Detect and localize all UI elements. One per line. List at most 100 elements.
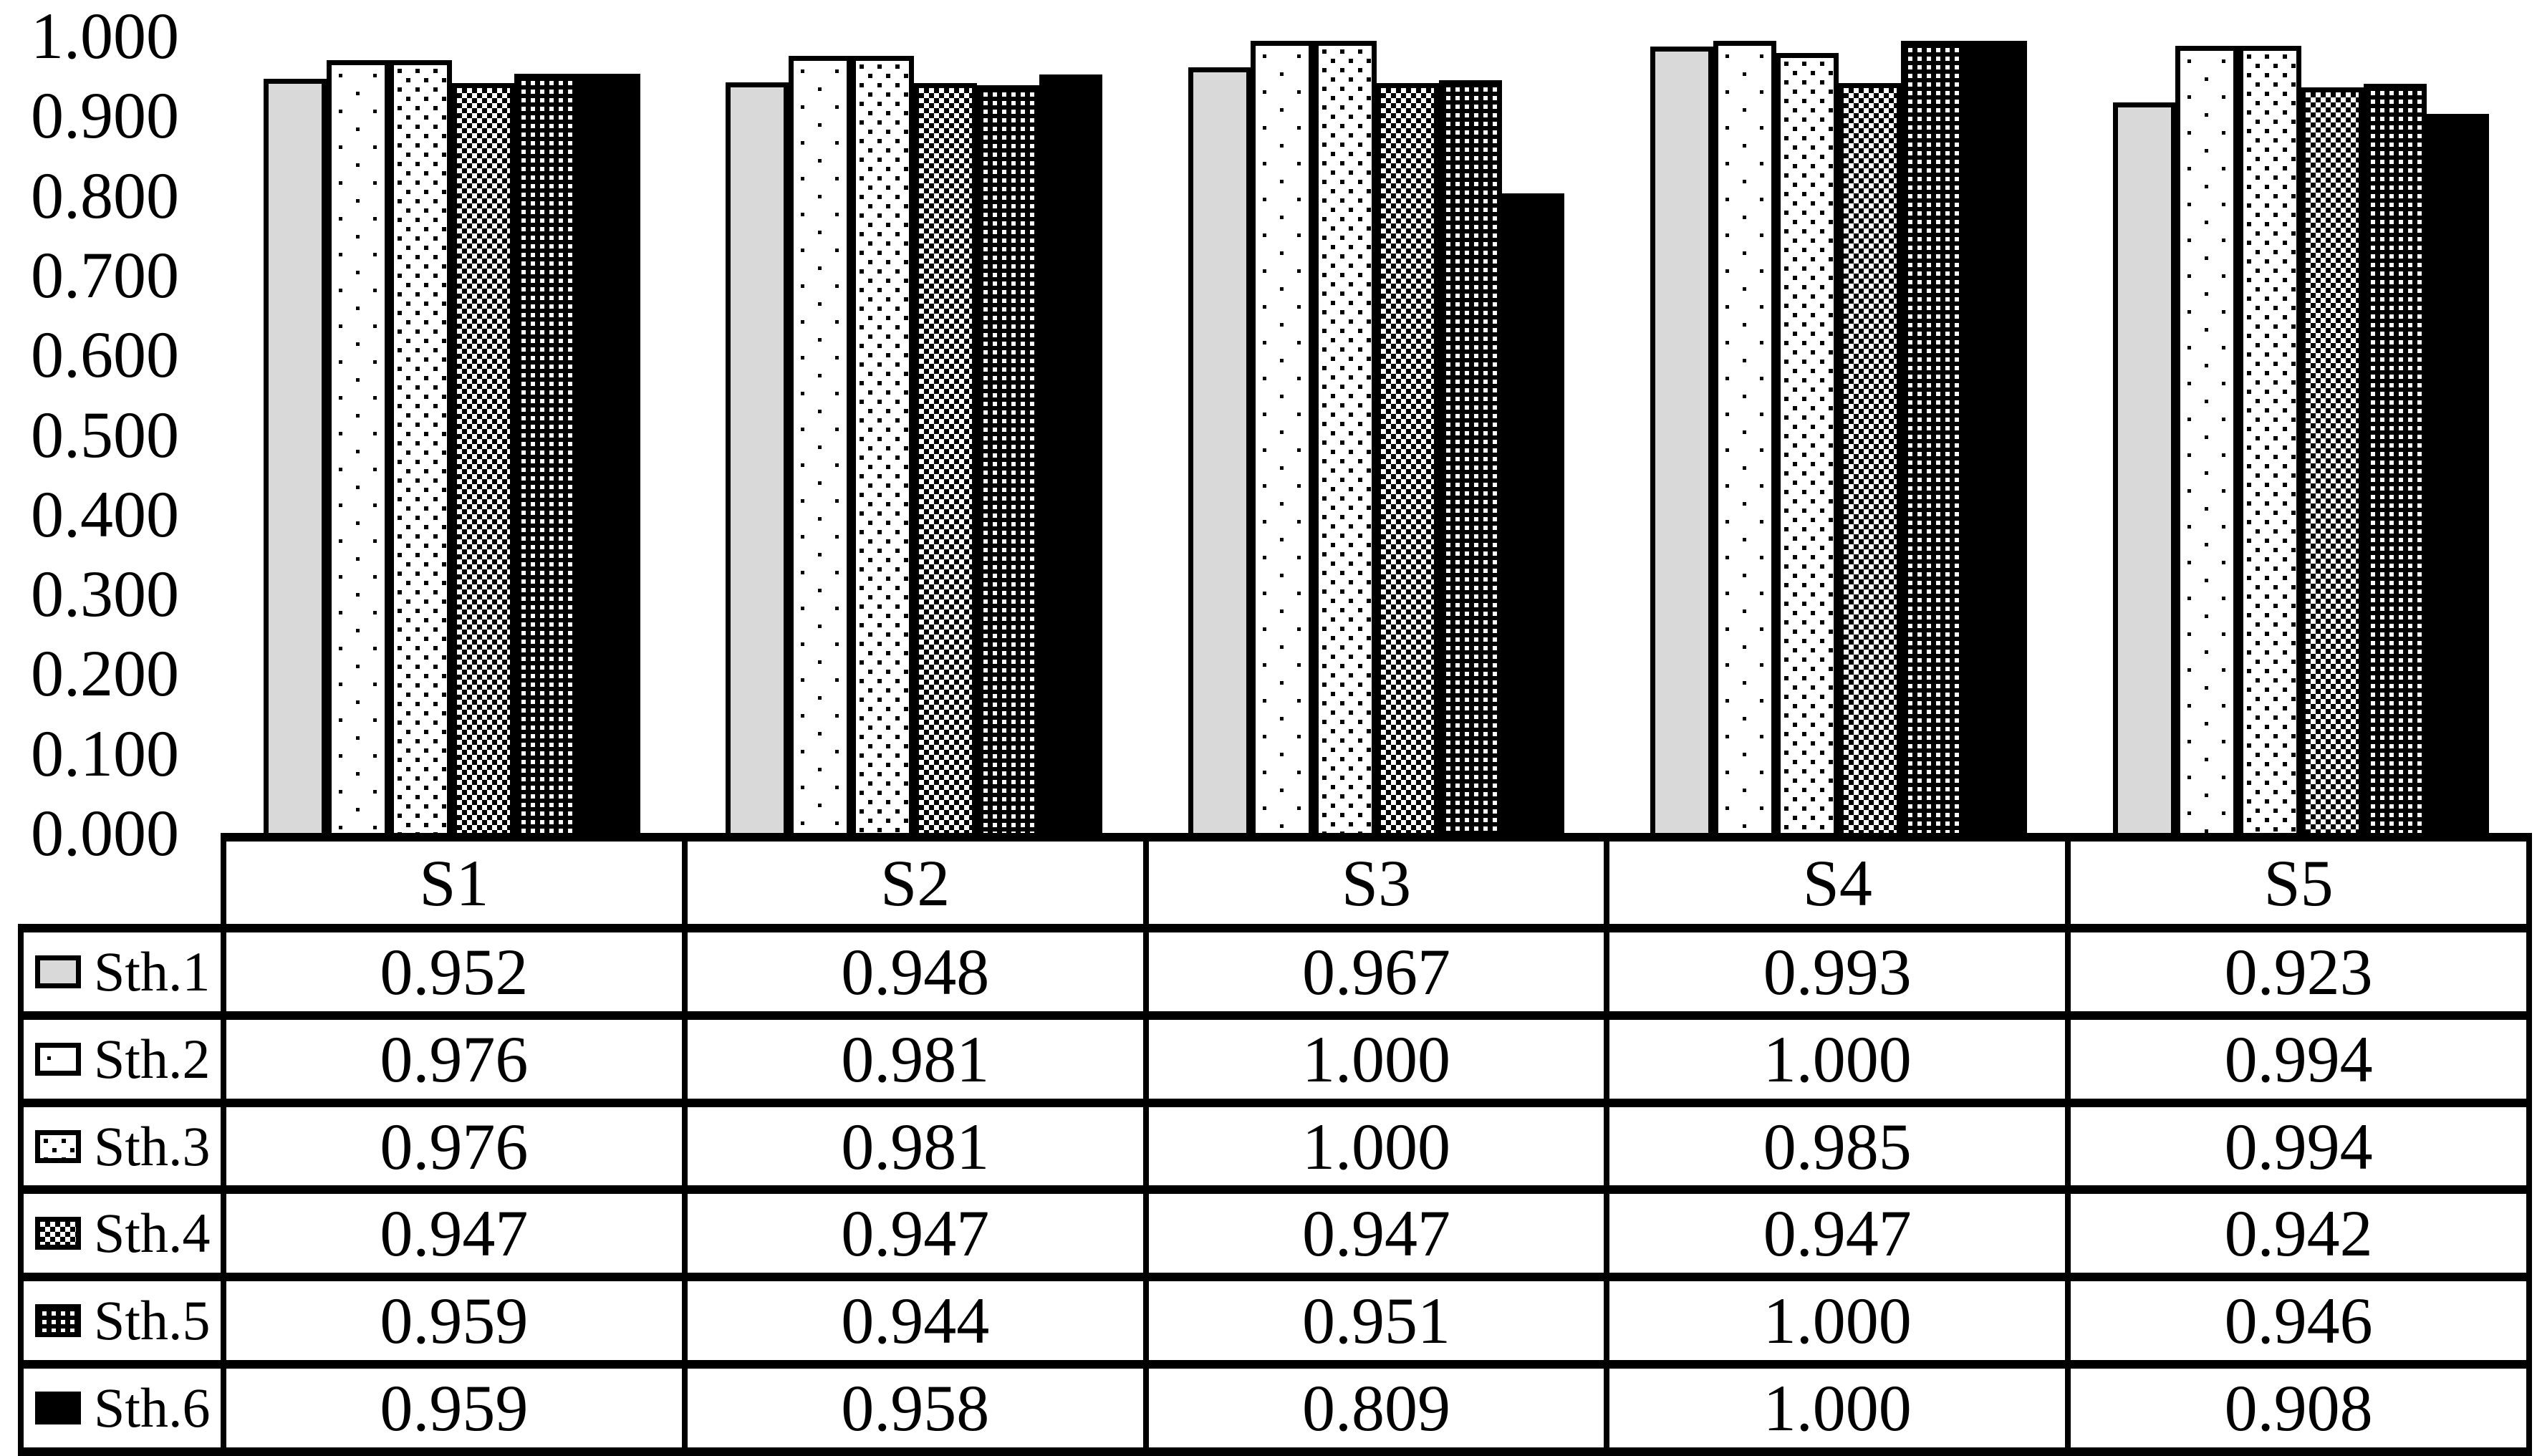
value-cell-Sth.2-S1: 0.976 [221,1011,688,1107]
bar-Sth.6-S3 [1501,193,1564,838]
bar-Sth.4-S3 [1376,83,1439,838]
value-cell-Sth.1-S2: 0.948 [681,924,1149,1020]
bar-Sth.3-S4 [1776,53,1839,838]
y-axis-label: 0.400 [31,478,179,551]
value-cell-Sth.4-S4: 0.947 [1604,1185,2071,1282]
legend-swatch-white-dots-on-black-icon [35,1304,81,1338]
bar-Sth.5-S2 [976,85,1039,838]
value-cell-Sth.1-S1: 0.952 [221,924,688,1020]
value-cell-Sth.6-S4: 1.000 [1604,1360,2071,1456]
value-cell-Sth.5-S5: 0.946 [2065,1273,2532,1369]
table-header-row: S1 S2 S3 S4 S5 [21,833,2532,932]
category-header-S3: S3 [1142,833,1610,932]
value-cell-Sth.4-S3: 0.947 [1142,1185,1610,1282]
value-cell-Sth.5-S2: 0.944 [681,1273,1149,1369]
legend-swatch-dense-black-dots-on-white-icon [35,1129,81,1163]
y-axis-label: 0.500 [31,398,179,471]
table-corner-cell [21,837,223,928]
legend-swatch-light-gray-solid-icon [35,955,81,988]
y-axis-label: 0.900 [31,79,179,152]
value-cell-Sth.3-S5: 0.994 [2065,1098,2532,1195]
bar-Sth.6-S4 [1964,41,2027,838]
bar-Sth.2-S4 [1713,41,1776,838]
legend-label: Sth.4 [94,1202,211,1265]
bar-Sth.3-S2 [851,56,914,838]
table-row-Sth.6: Sth.6 0.959 0.958 0.809 1.000 0.908 [18,1360,2532,1456]
value-cell-Sth.3-S2: 0.981 [681,1098,1149,1195]
value-cell-Sth.4-S2: 0.947 [681,1185,1149,1282]
legend-cell-Sth.6: Sth.6 [18,1360,226,1456]
legend-cell-Sth.3: Sth.3 [18,1098,226,1195]
legend-label: Sth.6 [94,1377,211,1440]
bar-Sth.4-S4 [1839,83,1902,838]
bar-Sth.5-S5 [2364,84,2427,838]
y-axis-label: 0.300 [31,557,179,630]
bar-Sth.1-S3 [1188,67,1251,838]
value-cell-Sth.1-S4: 0.993 [1604,924,2071,1020]
category-header-S4: S4 [1604,833,2071,932]
bar-Sth.2-S5 [2175,46,2238,838]
category-header-S1: S1 [221,833,688,932]
y-axis-label: 0.100 [31,717,179,790]
value-cell-Sth.6-S1: 0.959 [221,1360,688,1456]
table-row-Sth.3: Sth.3 0.976 0.981 1.000 0.985 0.994 [18,1098,2532,1195]
value-cell-Sth.5-S1: 0.959 [221,1273,688,1369]
legend-cell-Sth.2: Sth.2 [18,1011,226,1107]
legend-label: Sth.5 [94,1289,211,1352]
value-cell-Sth.6-S3: 0.809 [1142,1360,1610,1456]
value-cell-Sth.1-S5: 0.923 [2065,924,2532,1020]
bar-Sth.4-S1 [452,83,515,838]
bar-Sth.4-S2 [914,83,977,838]
legend-label: Sth.2 [94,1027,211,1090]
y-axis-label: 0.700 [31,238,179,312]
bar-Sth.2-S3 [1251,41,1314,838]
value-cell-Sth.5-S3: 0.951 [1142,1273,1610,1369]
bar-Sth.2-S2 [789,56,852,838]
bar-Sth.3-S1 [389,60,452,838]
bar-Sth.1-S4 [1650,47,1713,838]
bar-Sth.5-S1 [514,74,577,838]
bar-Sth.6-S5 [2426,114,2489,838]
y-axis-label: 0.200 [31,637,179,710]
legend-swatch-black-solid-icon [35,1392,81,1425]
data-table-body: S1 S2 S3 S4 S5 Sth.1 0.952 0.948 0.967 0.993 0.923… [18,833,2532,1456]
y-axis-label: 0.600 [31,318,179,391]
value-cell-Sth.2-S2: 0.981 [681,1011,1149,1107]
legend-swatch-sparse-black-dots-on-white-icon [35,1042,81,1076]
bar-Sth.6-S2 [1039,74,1102,838]
bar-Sth.2-S1 [327,60,390,838]
value-cell-Sth.2-S5: 0.994 [2065,1011,2532,1107]
bar-Sth.1-S2 [726,82,789,838]
y-axis-label: 1.000 [31,0,179,72]
bar-Sth.5-S4 [1901,41,1964,838]
category-header-S2: S2 [681,833,1149,932]
category-header-S5: S5 [2065,833,2532,932]
legend-swatch-fine-checkerboard-icon [35,1217,81,1250]
y-axis: 1.000 0.900 0.800 0.700 0.600 0.500 0.400 0.300… [0,0,186,924]
table-row-Sth.2: Sth.2 0.976 0.981 1.000 1.000 0.994 [18,1011,2532,1107]
table-row-Sth.5: Sth.5 0.959 0.944 0.951 1.000 0.946 [18,1273,2532,1369]
bar-Sth.5-S3 [1439,80,1502,838]
bar-Sth.6-S1 [577,74,640,838]
table-row-Sth.4: Sth.4 0.947 0.947 0.947 0.947 0.942 [18,1185,2532,1282]
legend-label: Sth.3 [94,1114,211,1177]
bar-Sth.3-S3 [1314,41,1377,838]
value-cell-Sth.1-S3: 0.967 [1142,924,1610,1020]
value-cell-Sth.4-S1: 0.947 [221,1185,688,1282]
value-cell-Sth.2-S4: 1.000 [1604,1011,2071,1107]
table-row-Sth.1: Sth.1 0.952 0.948 0.967 0.993 0.923 [18,924,2532,1020]
legend-cell-Sth.1: Sth.1 [18,924,226,1020]
value-cell-Sth.5-S4: 1.000 [1604,1273,2071,1369]
value-cell-Sth.6-S5: 0.908 [2065,1360,2532,1456]
value-cell-Sth.3-S1: 0.976 [221,1098,688,1195]
bar-Sth.1-S5 [2113,102,2176,838]
value-cell-Sth.3-S4: 0.985 [1604,1098,2071,1195]
data-table: S1 S2 S3 S4 S5 Sth.1 0.952 0.948 0.967 0.993 0.923… [18,833,2532,1456]
y-axis-label: 0.000 [31,796,179,869]
value-cell-Sth.6-S2: 0.958 [681,1360,1149,1456]
value-cell-Sth.4-S5: 0.942 [2065,1185,2532,1282]
legend-label: Sth.1 [94,940,211,1003]
value-cell-Sth.3-S3: 1.000 [1142,1098,1610,1195]
bar-Sth.3-S5 [2238,46,2301,838]
